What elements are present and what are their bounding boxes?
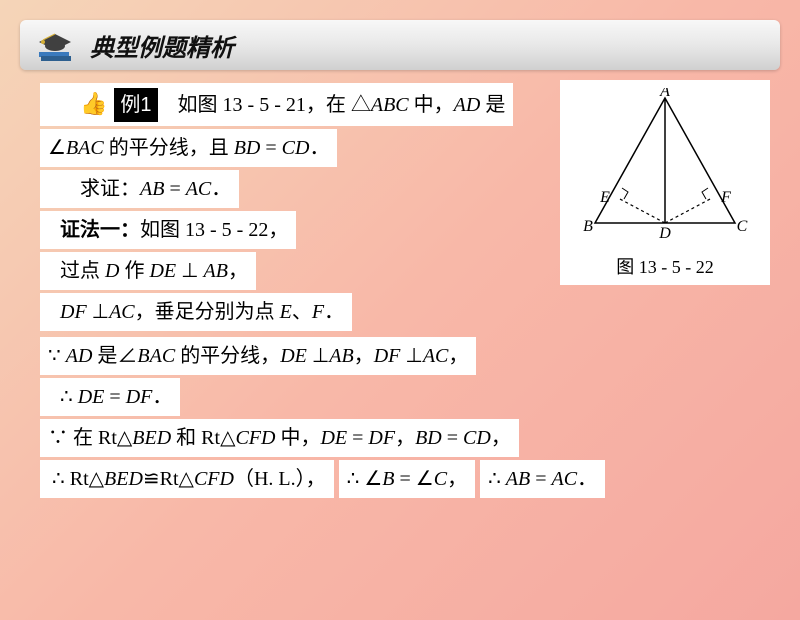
math: CD xyxy=(282,137,310,159)
header-title: 典型例题精析 xyxy=(90,28,234,63)
math: AB xyxy=(140,178,164,200)
step-4: ∴ DE = DF． xyxy=(40,378,180,416)
text: 求证： xyxy=(80,178,140,200)
problem-line-2: ∠BAC 的平分线，且 BD = CD． xyxy=(40,129,337,167)
math: BD xyxy=(234,137,261,159)
example-tag: 例1 xyxy=(114,88,157,122)
proof-method-label: 证法一： xyxy=(60,219,140,241)
text: 的平分线，且 xyxy=(104,137,234,159)
text: 中， xyxy=(409,94,454,116)
label-F: F xyxy=(720,189,731,206)
label-E: E xyxy=(599,189,610,206)
step-6b: ∴ ∠B = ∠C， xyxy=(339,460,475,498)
text: 过点 D 作 DE ⊥ AB， xyxy=(60,260,248,282)
text: ∵ AD 是∠BAC 的平分线，DE ⊥AB，DF ⊥AC， xyxy=(48,345,468,367)
math: AD xyxy=(454,94,481,116)
step-5: ∵ 在 Rt△BED 和 Rt△CFD 中，DE = DF，BD = CD， xyxy=(40,419,519,457)
prove-line: 求证：AB = AC． xyxy=(40,170,239,208)
figure-box: A B C D E F 图 13 - 5 - 22 xyxy=(560,80,770,285)
label-A: A xyxy=(659,88,670,100)
math: ABC xyxy=(371,94,409,116)
step-2: DF ⊥AC，垂足分别为点 E、F． xyxy=(40,293,352,331)
text: DF ⊥AC，垂足分别为点 E、F． xyxy=(60,301,344,323)
text: ∴ ∠B = ∠C， xyxy=(347,468,467,490)
content-area: 👍 例1 如图 13 - 5 - 21，在 △ABC 中，AD 是 ∠BAC 的… xyxy=(0,80,800,521)
step-3: ∵ AD 是∠BAC 的平分线，DE ⊥AB，DF ⊥AC， xyxy=(40,337,476,375)
text: 如图 13 - 5 - 22， xyxy=(140,219,288,241)
step-6a: ∴ Rt△BED≌Rt△CFD（H. L.）， xyxy=(40,460,334,498)
text: ∵ 在 Rt△BED 和 Rt△CFD 中，DE = DF，BD = CD， xyxy=(48,427,511,449)
text: ． xyxy=(211,178,231,200)
label-B: B xyxy=(583,218,593,235)
method-line: 证法一：如图 13 - 5 - 22， xyxy=(40,211,296,249)
text: ∠ xyxy=(48,137,66,159)
graduation-cap-icon xyxy=(35,28,75,63)
text: = xyxy=(164,178,185,200)
thumbs-up-icon: 👍 xyxy=(80,87,107,120)
math: AC xyxy=(186,178,212,200)
step-1: 过点 D 作 DE ⊥ AB， xyxy=(40,252,256,290)
triangle-diagram: A B C D E F xyxy=(580,88,750,243)
label-D: D xyxy=(658,225,671,242)
label-C: C xyxy=(737,218,748,235)
math: BAC xyxy=(66,137,104,159)
text: ∴ AB = AC． xyxy=(488,468,597,490)
text: = xyxy=(260,137,281,159)
section-header: 典型例题精析 xyxy=(20,20,780,70)
text: 是 xyxy=(480,94,505,116)
text: 如图 13 - 5 - 21，在 △ xyxy=(178,94,371,116)
text: ∴ Rt△BED≌Rt△CFD（H. L.）， xyxy=(52,468,326,490)
text: ． xyxy=(309,137,329,159)
figure-label: 图 13 - 5 - 22 xyxy=(570,254,760,281)
text: ∴ DE = DF． xyxy=(60,386,172,408)
step-6c: ∴ AB = AC． xyxy=(480,460,605,498)
problem-line-1: 👍 例1 如图 13 - 5 - 21，在 △ABC 中，AD 是 xyxy=(40,83,513,126)
